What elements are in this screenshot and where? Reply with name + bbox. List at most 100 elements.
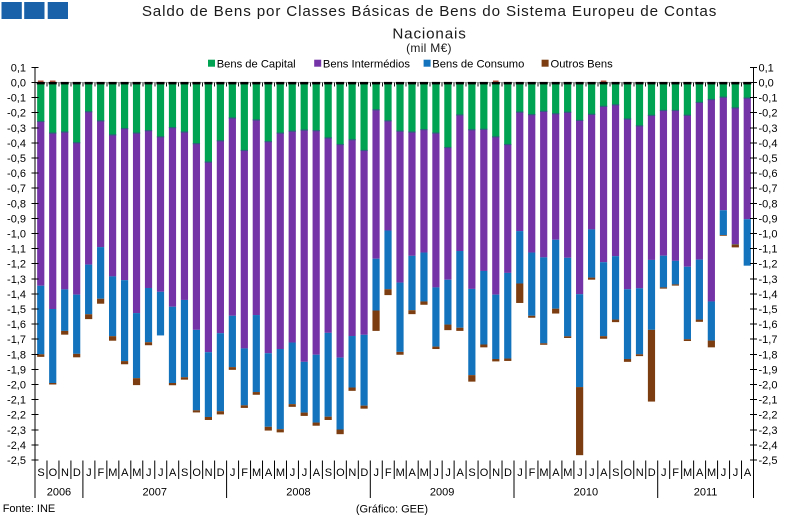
svg-text:2006: 2006 [47,487,71,499]
svg-text:-1,5: -1,5 [7,304,26,316]
svg-text:-1,7: -1,7 [759,334,778,346]
svg-text:-2,2: -2,2 [759,410,778,422]
svg-text:F: F [97,467,104,479]
svg-text:-0,8: -0,8 [759,198,778,210]
svg-text:J: J [230,467,236,479]
svg-text:S: S [37,467,44,479]
svg-text:-0,1: -0,1 [759,93,778,105]
svg-text:-0,5: -0,5 [759,153,778,165]
svg-text:O: O [480,467,489,479]
svg-text:J: J [589,467,595,479]
svg-text:N: N [636,467,644,479]
svg-text:-1,2: -1,2 [7,259,26,271]
svg-text:-0,3: -0,3 [759,123,778,135]
svg-text:-0,4: -0,4 [7,138,26,150]
svg-text:M: M [108,467,117,479]
svg-text:A: A [121,467,129,479]
svg-text:-0,1: -0,1 [7,93,26,105]
svg-text:-2,0: -2,0 [7,380,26,392]
svg-text:-2,4: -2,4 [7,440,26,452]
svg-text:J: J [433,467,439,479]
svg-text:J: J [733,467,739,479]
svg-text:A: A [600,467,608,479]
svg-text:S: S [325,467,332,479]
svg-text:O: O [336,467,345,479]
svg-text:-1,9: -1,9 [7,364,26,376]
svg-text:-0,8: -0,8 [7,198,26,210]
svg-text:Nacionais: Nacionais [392,26,466,43]
svg-text:A: A [313,467,321,479]
svg-text:A: A [744,467,752,479]
svg-text:-0,3: -0,3 [7,123,26,135]
svg-text:O: O [623,467,632,479]
svg-text:-1,9: -1,9 [759,364,778,376]
svg-text:N: N [492,467,500,479]
svg-text:N: N [205,467,213,479]
svg-text:-0,9: -0,9 [7,213,26,225]
svg-text:-1,0: -1,0 [7,229,26,241]
svg-text:2010: 2010 [574,487,598,499]
svg-text:Bens de Consumo: Bens de Consumo [432,58,524,70]
svg-text:M: M [396,467,405,479]
svg-text:0,0: 0,0 [759,78,774,90]
svg-text:-1,6: -1,6 [7,319,26,331]
svg-text:0,0: 0,0 [11,78,26,90]
svg-text:-0,7: -0,7 [7,183,26,195]
svg-text:-0,6: -0,6 [7,168,26,180]
svg-text:-2,1: -2,1 [7,395,26,407]
svg-text:M: M [707,467,716,479]
svg-text:-1,4: -1,4 [759,289,778,301]
svg-text:M: M [420,467,429,479]
svg-text:D: D [504,467,512,479]
svg-text:J: J [158,467,164,479]
svg-text:-2,1: -2,1 [759,395,778,407]
svg-text:-1,0: -1,0 [759,229,778,241]
svg-text:Bens de Capital: Bens de Capital [217,58,296,70]
svg-text:Saldo de Bens por Classes Bási: Saldo de Bens por Classes Básicas de Ben… [142,3,717,20]
svg-text:0,1: 0,1 [759,62,774,74]
svg-text:J: J [86,467,92,479]
svg-text:-1,2: -1,2 [759,259,778,271]
svg-text:J: J [577,467,583,479]
svg-text:A: A [265,467,273,479]
svg-text:-2,5: -2,5 [7,455,26,467]
svg-text:J: J [661,467,667,479]
svg-text:F: F [529,467,536,479]
svg-text:-0,5: -0,5 [7,153,26,165]
svg-text:2008: 2008 [286,487,310,499]
svg-text:M: M [539,467,548,479]
svg-text:-2,3: -2,3 [7,425,26,437]
svg-text:Outros Bens: Outros Bens [551,58,614,70]
svg-text:0,1: 0,1 [11,62,26,74]
svg-text:-1,4: -1,4 [7,289,26,301]
svg-text:-1,1: -1,1 [759,244,778,256]
svg-text:-1,3: -1,3 [759,274,778,286]
svg-text:N: N [348,467,356,479]
svg-text:S: S [612,467,619,479]
svg-text:-1,8: -1,8 [759,349,778,361]
svg-text:O: O [49,467,58,479]
svg-text:S: S [468,467,475,479]
svg-text:-2,3: -2,3 [759,425,778,437]
svg-text:F: F [672,467,679,479]
svg-text:-2,5: -2,5 [759,455,778,467]
svg-text:-0,4: -0,4 [759,138,778,150]
svg-text:-0,2: -0,2 [759,108,778,120]
svg-text:(Gráfico: GEE): (Gráfico: GEE) [356,503,428,515]
svg-text:D: D [360,467,368,479]
svg-text:-1,6: -1,6 [759,319,778,331]
svg-text:F: F [241,467,248,479]
svg-text:O: O [192,467,201,479]
svg-text:-2,4: -2,4 [759,440,778,452]
svg-text:N: N [61,467,69,479]
svg-text:S: S [181,467,188,479]
svg-text:-2,0: -2,0 [759,380,778,392]
svg-text:-1,7: -1,7 [7,334,26,346]
svg-text:M: M [132,467,141,479]
svg-text:J: J [146,467,152,479]
svg-text:J: J [445,467,451,479]
svg-text:D: D [217,467,225,479]
svg-text:-1,5: -1,5 [759,304,778,316]
svg-text:-0,7: -0,7 [759,183,778,195]
svg-text:(mil M€): (mil M€) [406,41,452,55]
